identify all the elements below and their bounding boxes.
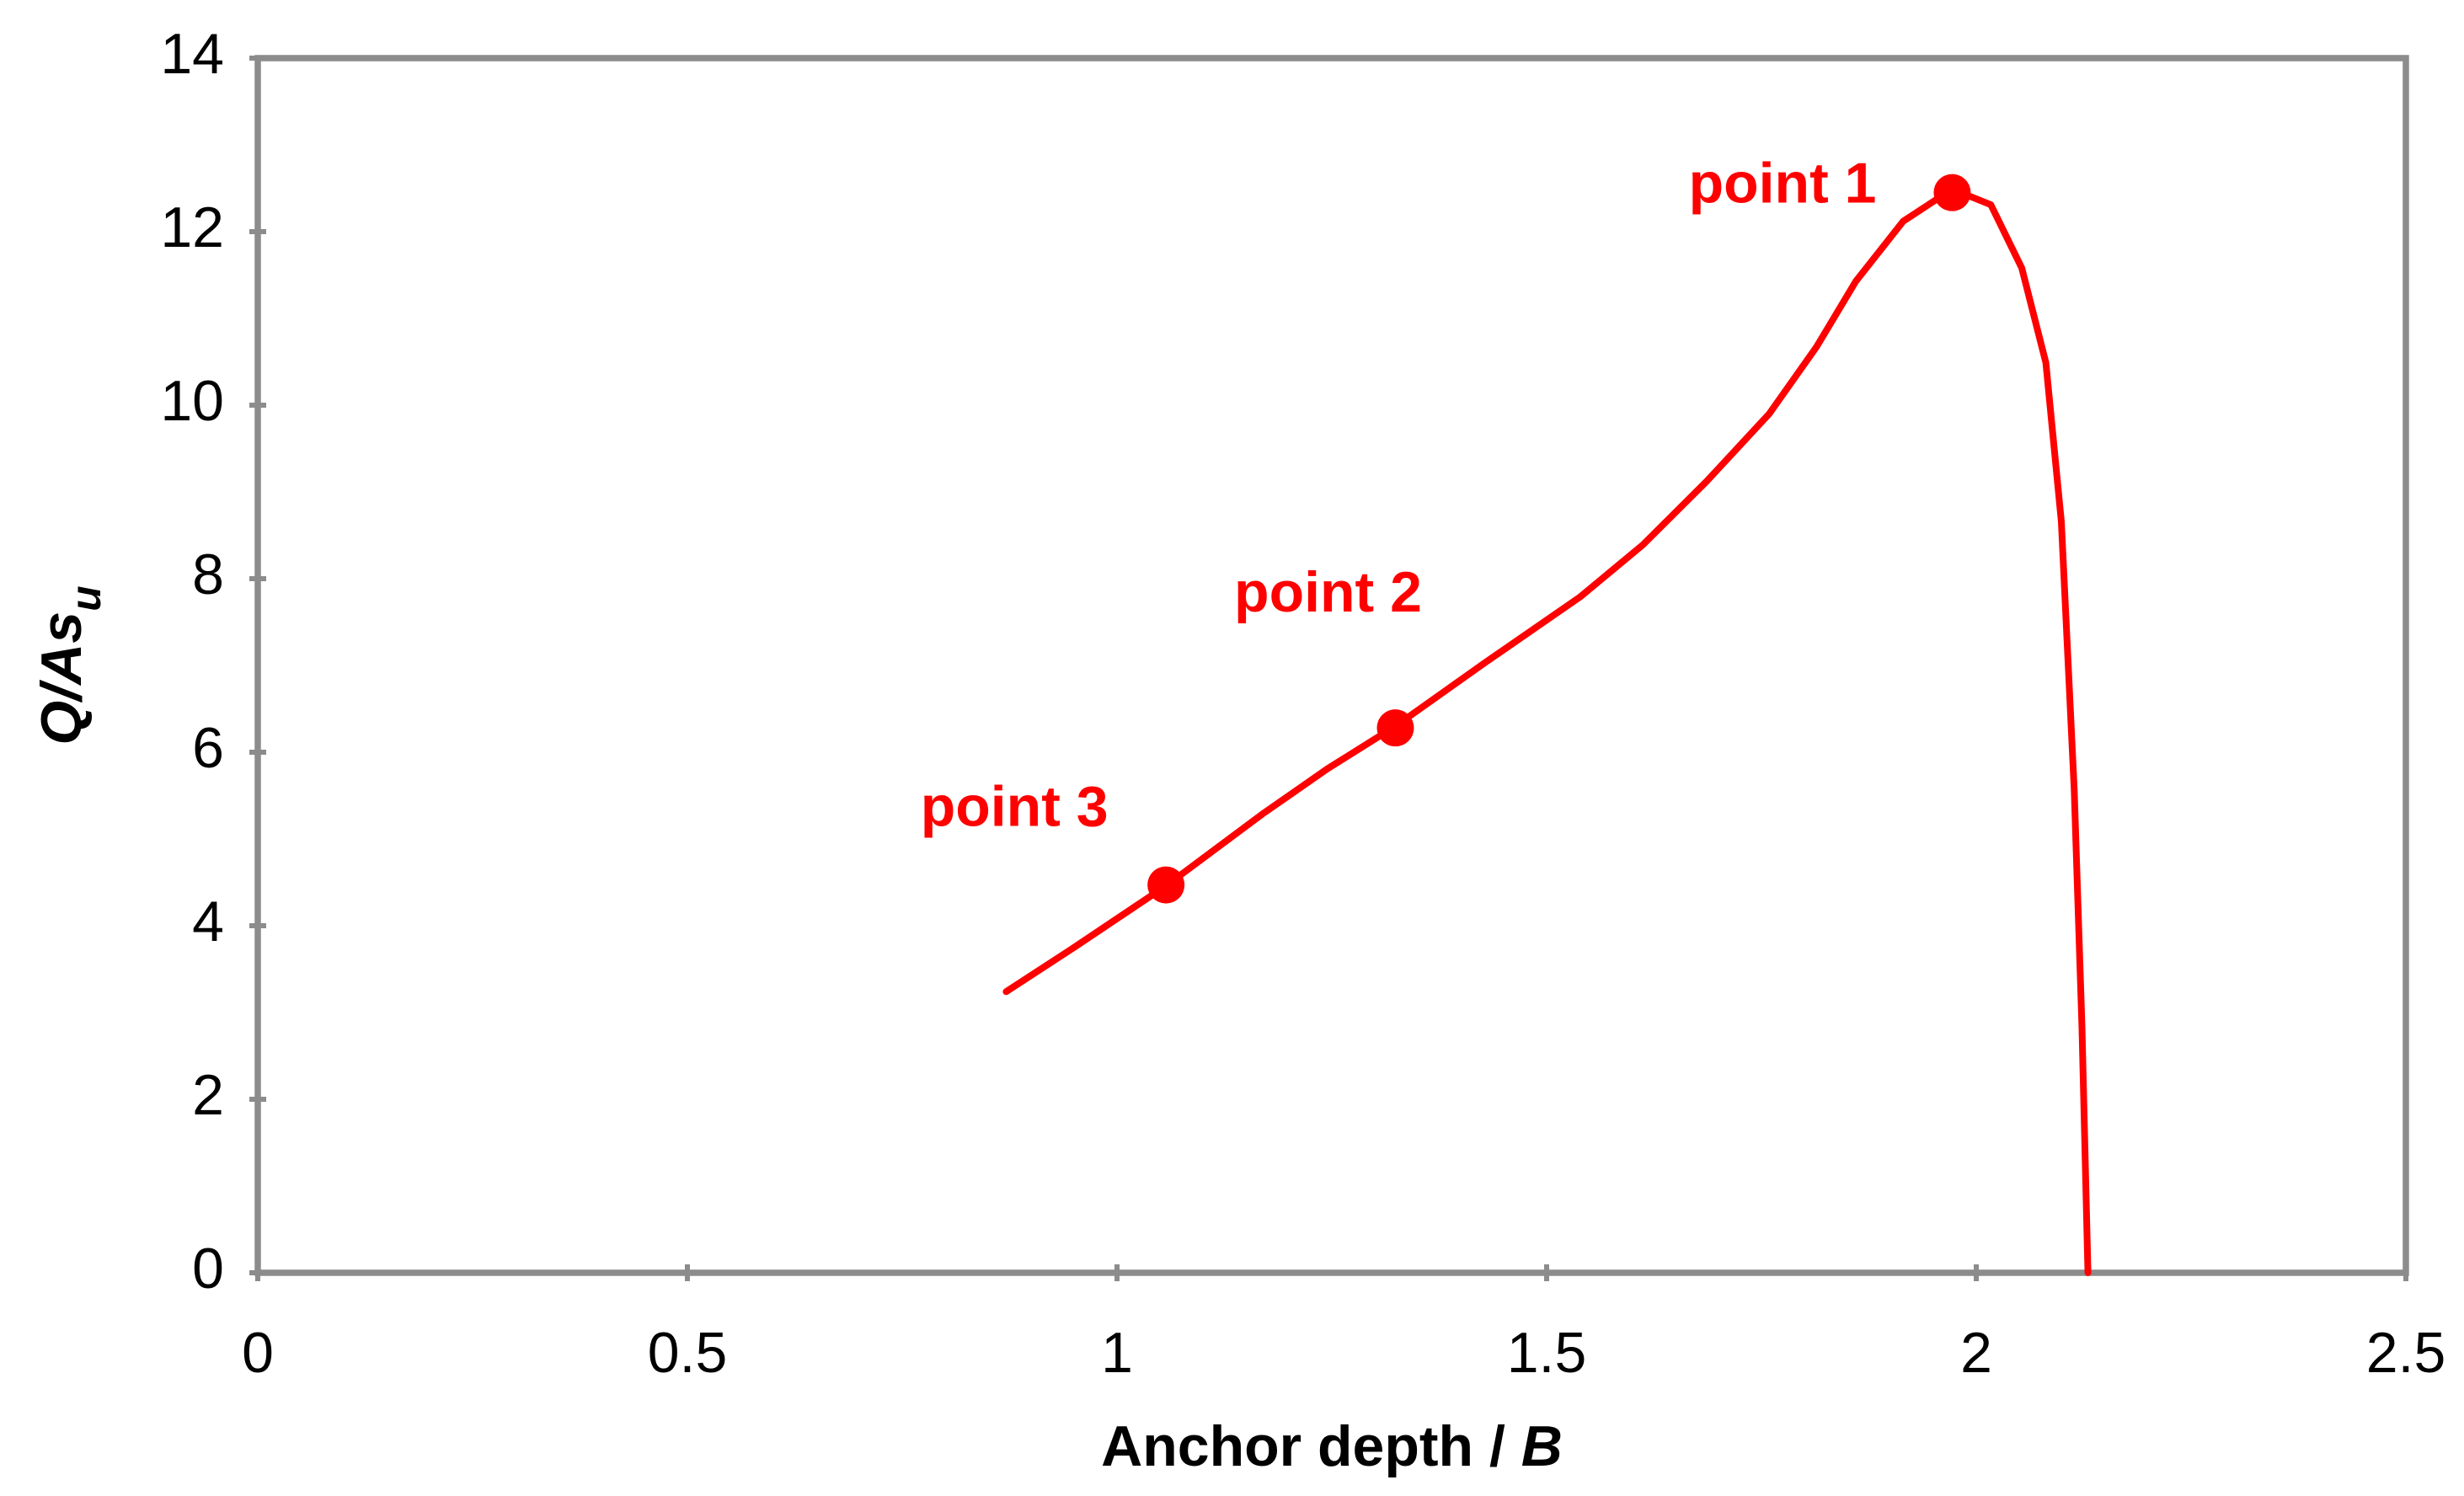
- x-axis-label: Anchor depth / B: [1101, 1414, 1563, 1478]
- y-tick-label: 0: [192, 1237, 224, 1301]
- y-tick-label: 12: [160, 195, 224, 259]
- x-axis-label-italic: B: [1521, 1414, 1563, 1478]
- y-tick-label: 2: [192, 1063, 224, 1127]
- y-tick-label: 8: [192, 542, 224, 606]
- plot-frame: [254, 55, 2409, 1276]
- x-axis-label-text: Anchor depth /: [1101, 1414, 1521, 1478]
- y-tick-label: 14: [160, 22, 224, 86]
- x-tick-label: 0.5: [648, 1321, 728, 1385]
- x-tick-label: 0: [242, 1321, 274, 1385]
- y-axis-label-text: Q/As: [29, 612, 94, 745]
- data-line: [1002, 185, 2092, 1276]
- y-tick-label: 4: [192, 890, 224, 954]
- x-tick-label: 1: [1101, 1321, 1133, 1385]
- y-tick-label: 10: [160, 369, 224, 433]
- y-axis-label-subscript: u: [62, 585, 110, 612]
- x-tick-label: 2.5: [2366, 1321, 2446, 1385]
- point-marker: [1147, 866, 1185, 904]
- x-tick-label: 1.5: [1507, 1321, 1587, 1385]
- point-label: point 2: [1234, 560, 1422, 624]
- y-tick-label: 6: [192, 716, 224, 780]
- point-label: point 1: [1689, 152, 1877, 216]
- y-axis-label: Q/Asu: [29, 585, 110, 745]
- x-tick-label: 2: [1960, 1321, 1992, 1385]
- point-label: point 3: [921, 775, 1109, 839]
- point-marker: [1376, 709, 1414, 747]
- point-marker: [1933, 174, 1971, 211]
